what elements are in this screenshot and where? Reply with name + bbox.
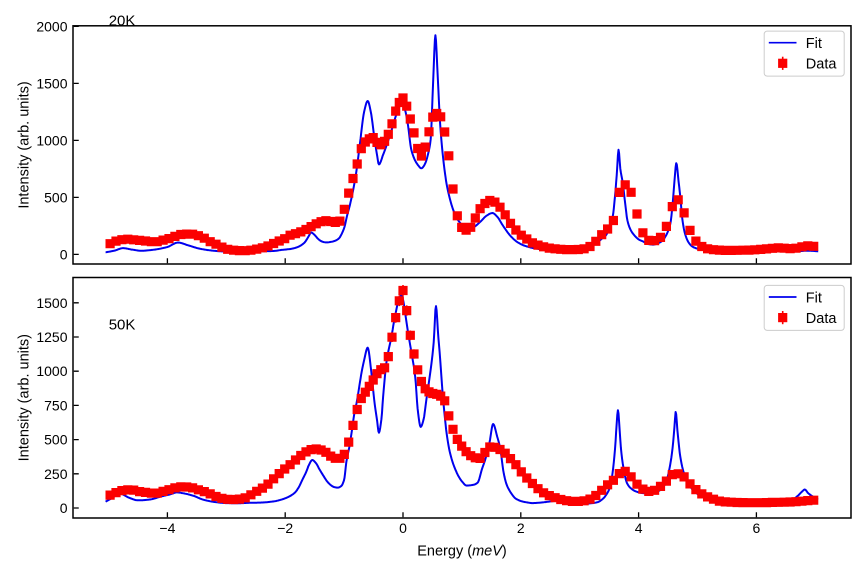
svg-text:750: 750 [44,397,68,413]
svg-text:50K: 50K [109,316,136,333]
svg-text:2000: 2000 [36,18,67,34]
svg-text:1000: 1000 [36,363,67,379]
svg-text:0: 0 [60,500,68,516]
svg-text:20K: 20K [109,12,136,29]
svg-text:1250: 1250 [36,329,67,345]
svg-text:Intensity (arb. units): Intensity (arb. units) [16,81,32,208]
svg-text:−2: −2 [277,520,293,536]
svg-text:250: 250 [44,466,68,482]
svg-text:1500: 1500 [36,75,67,91]
svg-text:1000: 1000 [36,132,67,148]
svg-text:−4: −4 [159,520,175,536]
svg-text:0: 0 [60,246,68,262]
svg-text:2: 2 [517,520,525,536]
svg-text:0: 0 [399,520,407,536]
svg-text:Energy (meV): Energy (meV) [417,543,506,559]
svg-text:Intensity (arb. units): Intensity (arb. units) [16,334,32,461]
svg-text:6: 6 [753,520,761,536]
svg-text:Data: Data [806,311,838,327]
svg-text:1500: 1500 [36,295,67,311]
svg-text:500: 500 [44,189,68,205]
svg-text:Fit: Fit [806,36,822,52]
svg-text:500: 500 [44,432,68,448]
svg-text:Fit: Fit [806,290,822,306]
svg-text:Data: Data [806,57,838,73]
svg-text:4: 4 [635,520,643,536]
